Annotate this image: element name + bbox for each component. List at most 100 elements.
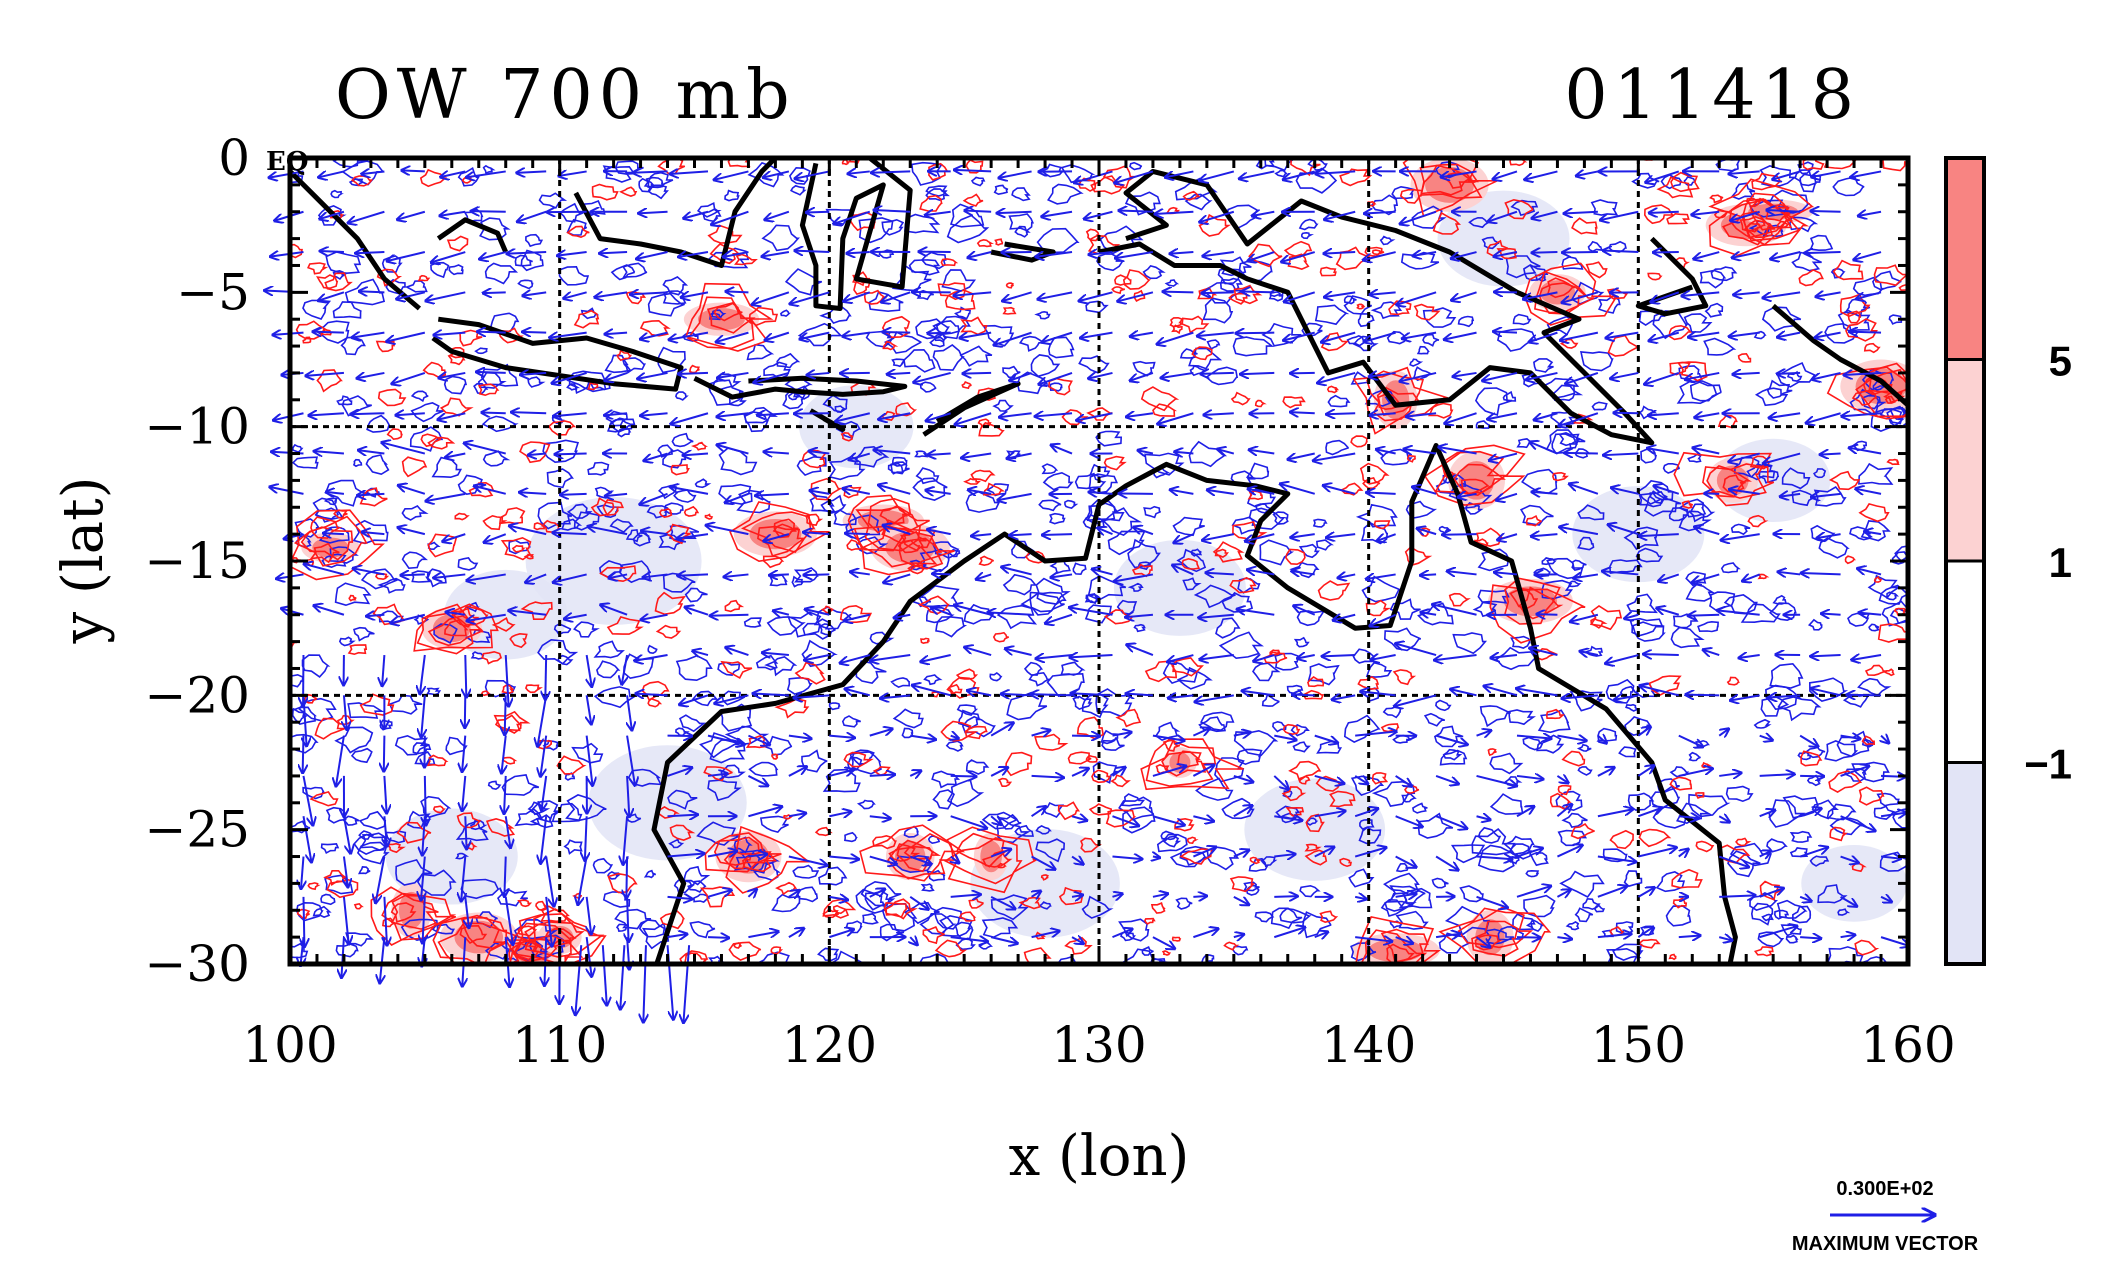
positive-ow-contour xyxy=(1365,599,1392,617)
positive-ow-contour xyxy=(1861,735,1876,746)
wind-vector xyxy=(1193,896,1207,897)
negative-ow-contour xyxy=(1606,947,1642,964)
wind-vector xyxy=(931,607,952,616)
wind-vector xyxy=(302,775,312,826)
wind-vector xyxy=(725,647,749,656)
negative-ow-contour xyxy=(614,908,652,930)
negative-ow-contour xyxy=(887,462,904,475)
negative-ow-contour xyxy=(448,264,464,276)
wind-vector xyxy=(951,736,959,739)
negative-ow-contour xyxy=(1523,263,1549,282)
positive-ow-contour xyxy=(689,364,700,374)
wind-vector xyxy=(909,855,931,865)
positive-ow-contour xyxy=(683,505,700,517)
positive-ow-contour xyxy=(1040,874,1049,881)
wind-vector xyxy=(716,413,749,417)
negative-ow-contour xyxy=(1512,313,1532,326)
positive-ow-contour xyxy=(1570,822,1595,840)
wind-vector xyxy=(1001,694,1032,695)
positive-ow-contour xyxy=(1737,352,1752,363)
negative-ow-contour xyxy=(1041,463,1059,475)
negative-ow-contour xyxy=(529,814,554,829)
negative-ow-contour xyxy=(956,704,979,716)
negative-ow-contour xyxy=(1038,901,1052,910)
positive-ow-contour xyxy=(852,271,871,287)
wind-vector xyxy=(927,454,951,455)
wind-vector xyxy=(622,654,627,685)
positive-ow-contour xyxy=(883,902,909,918)
negative-ow-contour xyxy=(1259,539,1295,566)
negative-ow-contour xyxy=(621,357,646,374)
negative-ow-contour xyxy=(1523,894,1556,918)
wind-vector xyxy=(670,487,709,495)
positive-ow-contour xyxy=(900,530,927,552)
y-tick-label: −5 xyxy=(176,263,250,321)
positive-ow-contour xyxy=(1609,829,1634,850)
positive-ow-contour xyxy=(1438,907,1552,964)
wind-vector xyxy=(630,292,668,294)
wind-vector xyxy=(833,210,871,224)
negative-ow-contour xyxy=(1769,662,1804,689)
negative-ow-contour xyxy=(1081,693,1109,719)
negative-ow-contour xyxy=(1807,618,1823,631)
wind-vector xyxy=(763,170,790,177)
positive-ow-contour xyxy=(432,805,446,814)
negative-ow-contour xyxy=(1217,267,1246,285)
negative-ow-contour xyxy=(1433,725,1464,748)
wind-vector xyxy=(545,896,552,947)
positive-ow-contour xyxy=(599,565,637,583)
negative-ow-contour xyxy=(1206,339,1221,350)
negative-ow-contour xyxy=(718,447,758,476)
wind-vector xyxy=(882,332,911,333)
wind-vector xyxy=(522,332,547,333)
wind-vector xyxy=(516,171,547,172)
coastline-segment xyxy=(573,158,778,268)
positive-ow-contour xyxy=(1392,669,1417,686)
negative-ow-contour xyxy=(796,455,827,477)
wind-vector xyxy=(748,889,756,897)
positive-ow-contour xyxy=(1373,520,1391,530)
wind-vector xyxy=(843,488,870,493)
wind-vector xyxy=(987,612,1032,614)
positive-ow-contour xyxy=(377,388,407,407)
positive-ow-contour xyxy=(706,301,756,334)
positive-ow-contour xyxy=(770,946,784,955)
wind-vector xyxy=(883,573,911,582)
positive-ow-contour xyxy=(508,922,572,964)
positive-ow-contour xyxy=(691,441,708,451)
positive-ow-contour xyxy=(970,469,996,483)
positive-ow-contour xyxy=(296,908,311,920)
wind-vector xyxy=(484,533,507,542)
negative-ow-contour xyxy=(946,214,990,244)
wind-vector xyxy=(1126,413,1154,417)
negative-ow-contour xyxy=(1133,623,1146,633)
negative-ow-contour xyxy=(1561,812,1588,828)
positive-ow-contour xyxy=(1254,399,1267,408)
wind-vector xyxy=(845,533,870,534)
negative-ow-contour xyxy=(724,189,740,202)
negative-ow-contour xyxy=(908,259,941,276)
negative-ow-contour xyxy=(358,830,375,840)
negative-ow-contour xyxy=(410,402,444,423)
negative-ow-contour xyxy=(1175,897,1193,910)
negative-ow-contour xyxy=(1357,313,1375,328)
wind-vector xyxy=(540,816,548,864)
wind-vector xyxy=(605,494,628,496)
wind-vector xyxy=(366,615,385,616)
negative-ow-contour xyxy=(593,640,625,659)
wind-vector xyxy=(1290,412,1315,413)
positive-ow-contour xyxy=(347,644,368,656)
negative-ow-contour xyxy=(1379,235,1396,246)
negative-ow-contour xyxy=(776,352,801,369)
negative-ow-contour xyxy=(1757,931,1785,948)
wind-vector xyxy=(376,856,386,904)
negative-ow-contour xyxy=(1558,431,1581,447)
negative-ow-contour xyxy=(931,541,960,560)
wind-vector xyxy=(464,443,506,455)
negative-ow-contour xyxy=(1746,463,1776,481)
positive-ow-contour xyxy=(1357,675,1380,690)
negative-ow-contour xyxy=(1753,718,1772,729)
wind-vector xyxy=(1031,855,1056,870)
negative-ow-contour xyxy=(689,920,716,939)
positive-ow-contour xyxy=(1111,286,1126,295)
